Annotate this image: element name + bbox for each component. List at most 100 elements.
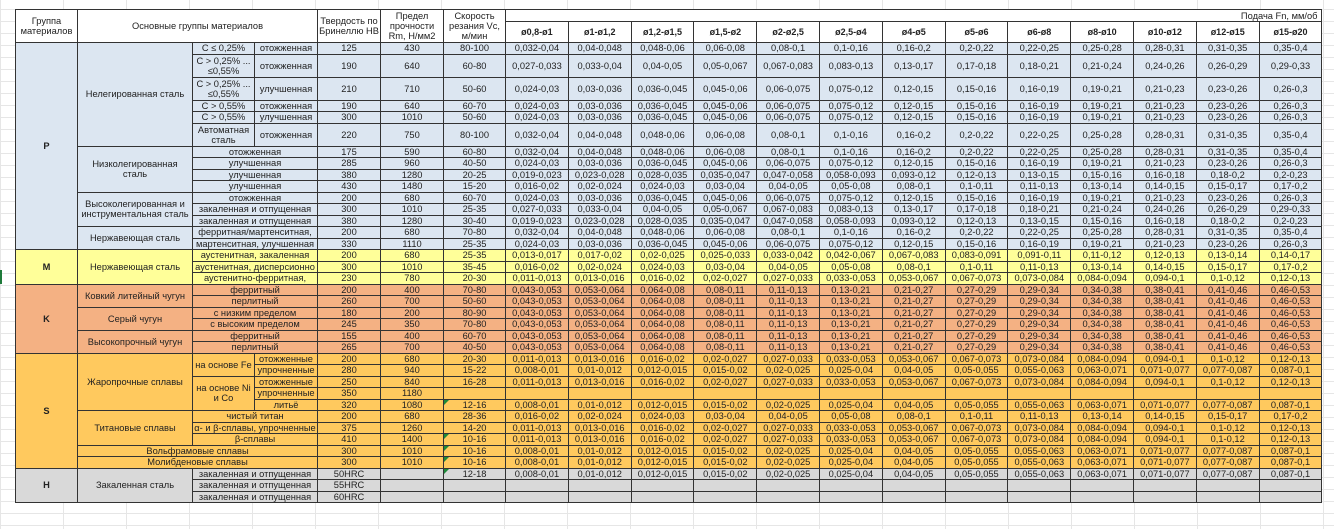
- feed-value[interactable]: 0,077-0,087: [1195, 364, 1260, 377]
- feed-value[interactable]: 0,048-0,06: [630, 145, 695, 158]
- feed-value[interactable]: 0,08-0,11: [693, 318, 758, 331]
- feed-value[interactable]: 0,083-0,13: [819, 53, 883, 78]
- cutting-speed-value[interactable]: 25-35: [443, 237, 507, 250]
- feed-value[interactable]: 0,2-0,23: [1258, 168, 1323, 181]
- feed-value[interactable]: 0,023-0,028: [567, 168, 632, 181]
- feed-value[interactable]: 0,13-0,21: [819, 329, 883, 342]
- feed-value[interactable]: 0,075-0,12: [819, 191, 883, 204]
- feed-value[interactable]: 0,05-0,08: [819, 180, 883, 193]
- strength-value[interactable]: 1480: [380, 180, 445, 193]
- feed-value[interactable]: 0,38-0,41: [1133, 283, 1197, 296]
- feed-value[interactable]: [1070, 490, 1134, 503]
- strength-value[interactable]: 350: [380, 318, 445, 331]
- feed-value[interactable]: 0,017-0,02: [567, 249, 632, 262]
- feed-value[interactable]: 0,053-0,067: [881, 272, 946, 285]
- header-diameter[interactable]: ø1,2-ø1,5: [630, 21, 695, 43]
- feed-value[interactable]: 0,26-0,3: [1258, 237, 1323, 250]
- feed-value[interactable]: 0,032-0,04: [505, 42, 569, 55]
- feed-value[interactable]: [567, 479, 632, 492]
- feed-value[interactable]: 0,04-0,05: [881, 398, 946, 411]
- feed-value[interactable]: 0,18-0,21: [1007, 203, 1072, 216]
- feed-value[interactable]: 0,02-0,025: [756, 398, 821, 411]
- feed-value[interactable]: 0,024-0,03: [505, 157, 569, 170]
- feed-value[interactable]: 0,013-0,016: [567, 272, 632, 285]
- feed-value[interactable]: 0,06-0,08: [693, 122, 758, 147]
- feed-value[interactable]: 0,063-0,071: [1070, 364, 1134, 377]
- feed-value[interactable]: 0,05-0,067: [693, 53, 758, 78]
- feed-value[interactable]: 0,46-0,53: [1258, 318, 1323, 331]
- feed-value[interactable]: 0,04-0,05: [756, 180, 821, 193]
- feed-value[interactable]: 0,015-0,02: [693, 467, 758, 480]
- feed-value[interactable]: 0,094-0,1: [1133, 421, 1197, 434]
- feed-value[interactable]: 0,34-0,38: [1070, 318, 1134, 331]
- hardness-value[interactable]: 300: [317, 444, 382, 457]
- feed-value[interactable]: 0,23-0,26: [1195, 99, 1260, 112]
- feed-value[interactable]: 0,087-0,1: [1258, 444, 1323, 457]
- cutting-speed-value[interactable]: 70-80: [443, 318, 507, 331]
- feed-value[interactable]: 0,087-0,1: [1258, 364, 1323, 377]
- strength-value[interactable]: 1400: [380, 433, 445, 446]
- material-condition[interactable]: С ≤ 0,25%: [192, 42, 255, 55]
- feed-value[interactable]: 0,02-0,024: [567, 180, 632, 193]
- feed-value[interactable]: 0,016-0,02: [630, 375, 695, 388]
- feed-value[interactable]: 0,26-0,3: [1258, 111, 1323, 124]
- material-subgroup[interactable]: Высоколегированная и инструментальная ст…: [77, 191, 193, 227]
- material-subgroup[interactable]: Вольфрамовые сплавы: [76, 444, 319, 457]
- material-subgroup[interactable]: Низколегированная сталь: [77, 145, 193, 193]
- feed-value[interactable]: 0,08-0,1: [756, 42, 821, 55]
- feed-value[interactable]: 0,15-0,16: [944, 237, 1009, 250]
- feed-value[interactable]: 0,38-0,41: [1133, 329, 1197, 342]
- feed-value[interactable]: 0,11-0,13: [756, 295, 821, 308]
- feed-value[interactable]: 0,1-0,11: [944, 260, 1009, 273]
- material-state[interactable]: отожженная: [191, 191, 319, 204]
- feed-value[interactable]: 0,05-0,055: [944, 364, 1009, 377]
- feed-value[interactable]: 0,025-0,04: [819, 456, 883, 469]
- cutting-speed-value[interactable]: 40-50: [443, 341, 507, 354]
- feed-value[interactable]: [881, 490, 946, 503]
- feed-value[interactable]: 0,027-0,033: [756, 375, 821, 388]
- feed-value[interactable]: 0,04-0,05: [881, 364, 946, 377]
- feed-value[interactable]: 0,043-0,053: [505, 306, 569, 319]
- feed-value[interactable]: 0,071-0,077: [1133, 364, 1197, 377]
- feed-value[interactable]: 0,06-0,08: [693, 226, 758, 239]
- feed-value[interactable]: 0,22-0,25: [1007, 226, 1072, 239]
- feed-value[interactable]: 0,26-0,3: [1258, 76, 1323, 101]
- feed-value[interactable]: 0,063-0,071: [1070, 398, 1134, 411]
- feed-value[interactable]: 0,03-0,036: [567, 191, 632, 204]
- feed-value[interactable]: 0,02-0,025: [630, 249, 695, 262]
- feed-value[interactable]: 0,016-0,02: [505, 410, 569, 423]
- feed-value[interactable]: 0,043-0,053: [505, 318, 569, 331]
- feed-value[interactable]: 0,29-0,34: [1007, 306, 1072, 319]
- feed-value[interactable]: 0,1-0,11: [944, 180, 1009, 193]
- feed-value[interactable]: 0,15-0,16: [944, 111, 1009, 124]
- strength-value[interactable]: 680: [380, 352, 445, 365]
- material-treatment[interactable]: отожженная: [253, 42, 319, 55]
- feed-value[interactable]: 0,043-0,053: [505, 341, 569, 354]
- feed-value[interactable]: 0,04-0,05: [756, 260, 821, 273]
- feed-value[interactable]: [505, 387, 569, 400]
- feed-value[interactable]: 0,28-0,31: [1133, 42, 1197, 55]
- feed-value[interactable]: 0,073-0,084: [1007, 272, 1072, 285]
- feed-value[interactable]: 0,21-0,24: [1070, 53, 1134, 78]
- feed-value[interactable]: 0,084-0,094: [1070, 352, 1134, 365]
- feed-value[interactable]: 0,024-0,03: [505, 237, 569, 250]
- cutting-speed-value[interactable]: 16-28: [443, 375, 507, 388]
- strength-value[interactable]: 1010: [380, 260, 445, 273]
- feed-value[interactable]: 0,2-0,23: [1258, 214, 1323, 227]
- feed-value[interactable]: 0,053-0,064: [567, 329, 632, 342]
- cutting-speed-value[interactable]: 14-20: [443, 421, 507, 434]
- feed-value[interactable]: 0,41-0,46: [1195, 295, 1260, 308]
- feed-value[interactable]: 0,16-0,2: [881, 42, 946, 55]
- feed-value[interactable]: 0,05-0,055: [944, 398, 1009, 411]
- feed-value[interactable]: 0,067-0,073: [944, 375, 1009, 388]
- feed-value[interactable]: 0,084-0,094: [1070, 433, 1134, 446]
- feed-value[interactable]: [1258, 490, 1323, 503]
- feed-value[interactable]: 0,21-0,27: [881, 329, 946, 342]
- hardness-value[interactable]: 280: [317, 364, 382, 377]
- feed-value[interactable]: 0,094-0,1: [1133, 375, 1197, 388]
- feed-value[interactable]: 0,067-0,073: [944, 352, 1009, 365]
- feed-value[interactable]: 0,1-0,16: [819, 122, 883, 147]
- feed-value[interactable]: [1195, 479, 1260, 492]
- feed-value[interactable]: 0,05-0,055: [944, 456, 1009, 469]
- material-state[interactable]: аустенитно-ферритная,: [191, 272, 319, 285]
